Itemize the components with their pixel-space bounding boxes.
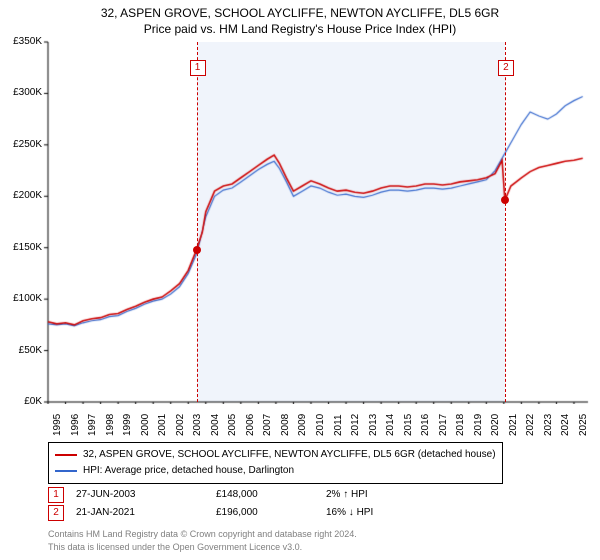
x-tick-label: 2003 (192, 414, 203, 436)
x-tick-label: 2019 (473, 414, 484, 436)
x-tick-label: 2023 (543, 414, 554, 436)
transactions-table: 127-JUN-2003£148,0002% ↑ HPI221-JAN-2021… (48, 486, 446, 522)
y-tick-label: £250K (0, 139, 42, 150)
x-tick-label: 2015 (403, 414, 414, 436)
x-tick-label: 1997 (87, 414, 98, 436)
footer-line2: This data is licensed under the Open Gov… (48, 541, 357, 554)
x-tick-label: 2022 (525, 414, 536, 436)
x-tick-label: 2018 (455, 414, 466, 436)
transaction-dot-1 (193, 246, 201, 254)
x-tick-label: 2005 (227, 414, 238, 436)
transaction-2-dashline (505, 42, 506, 402)
x-tick-label: 2006 (245, 414, 256, 436)
transaction-1-dashline (197, 42, 198, 402)
x-tick-label: 1995 (52, 414, 63, 436)
legend-row-series-a: 32, ASPEN GROVE, SCHOOL AYCLIFFE, NEWTON… (55, 447, 496, 463)
legend-swatch-a (55, 454, 77, 456)
transaction-date: 21-JAN-2021 (76, 504, 216, 522)
y-tick-label: £200K (0, 190, 42, 201)
transaction-marker-1: 1 (190, 60, 206, 76)
footer-attribution: Contains HM Land Registry data © Crown c… (48, 528, 357, 554)
x-tick-label: 2025 (578, 414, 589, 436)
x-tick-label: 1998 (105, 414, 116, 436)
x-tick-label: 2004 (210, 414, 221, 436)
y-tick-label: £150K (0, 242, 42, 253)
chart-legend: 32, ASPEN GROVE, SCHOOL AYCLIFFE, NEWTON… (48, 442, 503, 484)
legend-label-a: 32, ASPEN GROVE, SCHOOL AYCLIFFE, NEWTON… (83, 447, 496, 463)
x-tick-label: 2013 (368, 414, 379, 436)
transaction-dot-2 (501, 196, 509, 204)
transaction-date: 27-JUN-2003 (76, 486, 216, 504)
legend-label-b: HPI: Average price, detached house, Darl… (83, 463, 294, 479)
x-tick-label: 2008 (280, 414, 291, 436)
x-tick-label: 2014 (385, 414, 396, 436)
x-tick-label: 2009 (297, 414, 308, 436)
transaction-delta: 2% ↑ HPI (326, 486, 446, 504)
y-tick-label: £50K (0, 345, 42, 356)
x-tick-label: 2010 (315, 414, 326, 436)
x-tick-label: 1999 (122, 414, 133, 436)
transaction-price: £196,000 (216, 504, 326, 522)
legend-swatch-b (55, 470, 77, 472)
transaction-marker-2: 2 (498, 60, 514, 76)
x-tick-label: 2007 (262, 414, 273, 436)
x-tick-label: 2021 (508, 414, 519, 436)
transaction-row: 221-JAN-2021£196,00016% ↓ HPI (48, 504, 446, 522)
y-tick-label: £0K (0, 396, 42, 407)
x-tick-label: 2020 (490, 414, 501, 436)
x-tick-label: 2001 (157, 414, 168, 436)
x-tick-label: 2024 (560, 414, 571, 436)
transaction-delta: 16% ↓ HPI (326, 504, 446, 522)
x-tick-label: 1996 (70, 414, 81, 436)
y-tick-label: £100K (0, 293, 42, 304)
x-tick-label: 2012 (350, 414, 361, 436)
footer-line1: Contains HM Land Registry data © Crown c… (48, 528, 357, 541)
x-tick-label: 2017 (438, 414, 449, 436)
transaction-row: 127-JUN-2003£148,0002% ↑ HPI (48, 486, 446, 504)
legend-row-series-b: HPI: Average price, detached house, Darl… (55, 463, 496, 479)
x-tick-label: 2000 (140, 414, 151, 436)
x-tick-label: 2011 (333, 414, 344, 436)
y-tick-label: £300K (0, 87, 42, 98)
x-tick-label: 2016 (420, 414, 431, 436)
transaction-price: £148,000 (216, 486, 326, 504)
y-tick-label: £350K (0, 36, 42, 47)
x-tick-label: 2002 (175, 414, 186, 436)
